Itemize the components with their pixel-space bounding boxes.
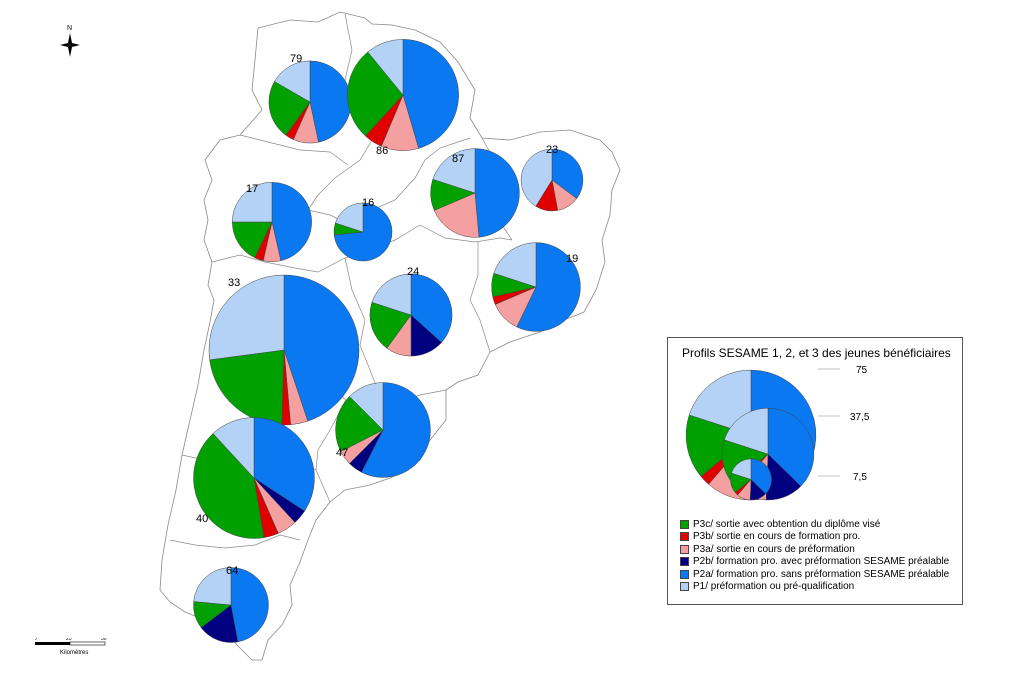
legend-label: P3c/ sortie avec obtention du diplôme vi… <box>693 518 881 530</box>
pie-dept-86-slice-5 <box>367 39 404 96</box>
pie-charts: 79 86 87 23 17 16 19 24 33 47 40 64 <box>193 39 584 643</box>
legend-circle-2-slice-5 <box>731 458 752 480</box>
legend-item-p3b: P3b/ sortie en cours de formation pro. <box>680 531 949 543</box>
legend-circle-2-slice-4 <box>750 458 772 495</box>
pie-dept-79-slice-5 <box>274 60 311 103</box>
pie-dept-87-slice-4 <box>474 148 520 238</box>
legend-circle-1-slice-4 <box>767 407 815 487</box>
dept-label-19: 19 <box>566 253 578 265</box>
legend-swatch <box>680 582 689 591</box>
scale-unit: Kilomètres <box>60 650 88 656</box>
pie-dept-16-slice-5 <box>335 202 364 233</box>
size-label-7-5: 7,5 <box>853 472 867 483</box>
pie-dept-24 <box>369 273 453 357</box>
dept-label-86: 86 <box>376 145 388 157</box>
scale-bar: 0 25 50 Kilomètres <box>34 636 115 667</box>
pie-dept-17 <box>232 182 312 262</box>
pie-dept-19 <box>491 242 581 332</box>
size-label-37-5: 37,5 <box>850 412 870 423</box>
pie-dept-86-slice-0 <box>347 51 404 137</box>
legend-item-p2b: P2b/ formation pro. avec préformation SE… <box>680 556 949 568</box>
dept-label-79: 79 <box>290 53 302 65</box>
pie-dept-17-slice-5 <box>232 182 273 223</box>
dept-label-47: 47 <box>336 447 348 459</box>
pie-dept-86 <box>347 39 459 151</box>
legend-label: P3a/ sortie en cours de préformation <box>693 543 855 555</box>
pie-dept-87-slice-5 <box>432 148 476 194</box>
pie-dept-17-slice-0 <box>232 221 273 259</box>
legend-swatch <box>680 557 689 566</box>
pie-dept-40 <box>193 417 315 539</box>
pie-dept-19-slice-4 <box>516 242 581 332</box>
pie-dept-24-slice-0 <box>369 301 412 349</box>
pie-dept-64-slice-5 <box>193 567 232 606</box>
scale-tick-50: 50 <box>101 638 107 642</box>
dept-label-87: 87 <box>452 153 464 165</box>
pie-dept-86-slice-4 <box>402 39 459 149</box>
legend-item-p3a: P3a/ sortie en cours de préformation <box>680 543 949 555</box>
dept-label-16: 16 <box>362 197 374 209</box>
legend-swatch <box>680 544 689 554</box>
legend-size-circle-2 <box>730 458 772 501</box>
pie-dept-47 <box>335 382 431 478</box>
legend-swatch <box>680 519 689 529</box>
pie-dept-64-slice-3 <box>200 604 239 643</box>
legend-label: P2b/ formation pro. avec préformation SE… <box>693 556 950 567</box>
pie-dept-19-slice-5 <box>493 242 537 288</box>
scale-tick-0: 0 <box>35 638 37 642</box>
dept-label-40: 40 <box>196 513 208 525</box>
pie-dept-33-slice-4 <box>283 274 360 422</box>
pie-dept-47-slice-4 <box>361 382 431 478</box>
pie-dept-23 <box>520 148 584 212</box>
pie-dept-16 <box>333 202 393 262</box>
legend-circle-1-slice-5 <box>724 407 769 455</box>
legend: Profils SESAME 1, 2, et 3 des jeunes bén… <box>667 337 963 605</box>
legend-items: P3c/ sortie avec obtention du diplôme vi… <box>680 518 949 593</box>
dept-label-64: 64 <box>226 565 238 577</box>
legend-label: P2a/ formation pro. sans préformation SE… <box>693 568 950 580</box>
pie-dept-87-slice-2 <box>433 192 480 238</box>
legend-item-p1: P1/ préformation ou pré-qualification <box>680 581 949 593</box>
pie-dept-17-slice-4 <box>271 182 312 261</box>
pie-dept-64-slice-4 <box>230 567 269 643</box>
north-arrow: N <box>60 25 80 57</box>
pie-dept-47-slice-0 <box>335 396 384 452</box>
legend-label: P3b/ sortie en cours de formation pro. <box>693 531 861 542</box>
pie-dept-79 <box>268 60 352 144</box>
legend-item-p3c: P3c/ sortie avec obtention du diplôme vi… <box>680 518 949 530</box>
legend-title: Profils SESAME 1, 2, et 3 des jeunes bén… <box>682 346 951 360</box>
legend-swatch <box>680 532 689 541</box>
size-label-75: 75 <box>856 365 868 376</box>
dept-label-33: 33 <box>228 277 240 289</box>
legend-size-circles: 75 37,5 7,5 <box>685 365 870 501</box>
pie-dept-24-slice-5 <box>371 273 412 316</box>
pie-dept-33-slice-5 <box>208 274 285 361</box>
pie-dept-23-slice-5 <box>520 148 553 207</box>
pie-dept-47-slice-5 <box>349 382 384 431</box>
dept-label-17: 17 <box>246 183 258 195</box>
pie-dept-87 <box>430 148 520 238</box>
pie-dept-64 <box>193 567 269 643</box>
pie-dept-79-slice-0 <box>268 81 311 136</box>
legend-label: P1/ préformation ou pré-qualification <box>693 581 855 592</box>
north-label: N <box>67 25 72 32</box>
legend-circle-0-slice-5 <box>688 369 752 436</box>
pie-dept-40-slice-5 <box>212 417 255 479</box>
pie-dept-33 <box>208 274 360 426</box>
legend-item-p2a: P2a/ formation pro. sans préformation SE… <box>680 568 949 580</box>
dept-label-23: 23 <box>546 144 558 156</box>
pie-dept-40-slice-0 <box>193 433 265 539</box>
pie-dept-24-slice-4 <box>410 273 453 343</box>
legend-swatch <box>680 569 689 579</box>
scale-bar-graphic: 0 25 50 Kilomètres <box>34 636 107 656</box>
scale-tick-25: 25 <box>66 638 72 642</box>
dept-label-24: 24 <box>407 266 419 278</box>
pie-dept-23-slice-4 <box>551 148 584 199</box>
